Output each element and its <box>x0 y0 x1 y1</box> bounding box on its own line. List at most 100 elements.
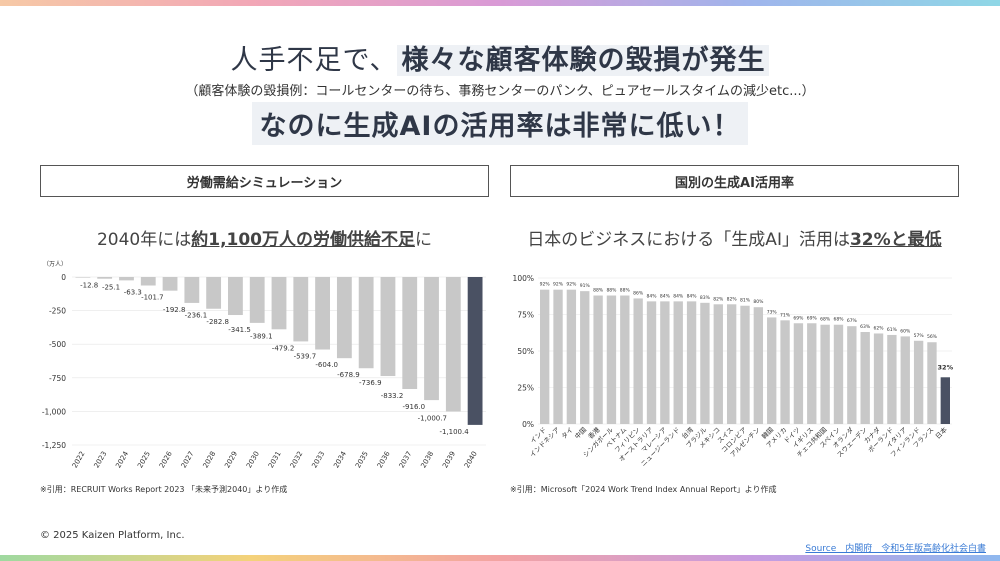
right-data-label: 80% <box>753 299 764 305</box>
right-data-label: 91% <box>580 283 591 289</box>
left-data-label: -479.2 <box>272 344 295 352</box>
right-heading-prefix: 日本のビジネスにおける「生成AI」活用は <box>527 230 850 250</box>
left-bar <box>271 277 287 330</box>
right-data-label: 57% <box>914 333 925 339</box>
left-ytick-label: -250 <box>49 307 66 316</box>
right-data-label: 71% <box>780 312 791 318</box>
right-bar <box>807 323 817 424</box>
left-xtick-label: 2033 <box>310 450 326 469</box>
right-data-label: 86% <box>633 290 644 296</box>
right-data-label: 56% <box>927 334 938 340</box>
left-xtick-label: 2027 <box>180 450 196 469</box>
right-data-label: 88% <box>593 288 604 294</box>
right-bar <box>700 302 710 424</box>
right-data-label: 73% <box>767 309 778 315</box>
left-xtick-label: 2030 <box>245 450 261 469</box>
left-xtick-label: 2023 <box>93 450 109 469</box>
left-xtick-label: 2029 <box>223 450 239 469</box>
left-data-label: -282.8 <box>206 318 229 326</box>
left-ytick-label: -1,000 <box>42 407 66 416</box>
right-bar <box>540 289 550 424</box>
right-data-label: 84% <box>660 293 671 299</box>
right-data-label: 92% <box>566 282 577 288</box>
left-data-label: -101.7 <box>141 294 164 302</box>
right-bar <box>873 333 884 424</box>
right-bar <box>900 336 910 424</box>
right-bar <box>740 305 750 424</box>
left-data-label: -12.8 <box>80 282 98 290</box>
copyright-text: © 2025 Kaizen Platform, Inc. <box>40 530 185 541</box>
left-bar <box>402 277 418 389</box>
right-bar <box>887 334 897 424</box>
left-xtick-label: 2025 <box>136 450 152 469</box>
left-heading-emphasis: 約1,100万人の労働供給不足 <box>191 230 416 250</box>
right-bar <box>726 304 737 424</box>
left-xtick-label: 2031 <box>267 450 283 469</box>
right-data-label: 92% <box>553 282 564 288</box>
right-data-label: 69% <box>807 315 818 321</box>
left-bar <box>162 277 178 291</box>
right-ytick-label: 0% <box>522 420 534 429</box>
left-ytick-label: -750 <box>49 374 66 383</box>
genai-usage-chart: 0%25%50%75%100%92%インド92%インドネシア92%タイ91%中国… <box>513 274 954 468</box>
left-data-label: -604.0 <box>315 361 338 369</box>
right-xtick-label: タイ <box>559 425 575 441</box>
right-bar <box>633 298 643 424</box>
left-bar <box>445 277 461 412</box>
left-citation-note: ※引用：RECRUIT Works Report 2023 「未来予測2040」… <box>40 485 288 494</box>
right-heading-emphasis: 32%と最低 <box>849 230 942 250</box>
left-data-label: -678.9 <box>337 371 360 379</box>
left-panel-header: 労働需給シミュレーション <box>40 165 489 197</box>
right-bar <box>580 291 590 424</box>
title-secondary-text: なのに生成AIの活用率は非常に低い！ <box>251 102 749 145</box>
right-data-label: 63% <box>860 324 871 330</box>
right-bar <box>927 342 937 424</box>
left-bar <box>315 277 330 350</box>
right-data-label: 84% <box>687 293 698 299</box>
left-unit-label: （万人） <box>43 261 67 268</box>
left-xtick-label: 2039 <box>441 450 457 469</box>
page-title-secondary: なのに生成AIの活用率は非常に低い！ <box>0 102 1000 145</box>
right-bar <box>686 301 697 424</box>
labor-shortage-chart: （万人） 0 -250 -500 -750 -1,000 -1,250 2022 -12.8 20… <box>42 261 486 470</box>
page-title: 人手不足で、 様々な顧客体験の毀損が発生 <box>0 38 1000 77</box>
right-bar <box>673 301 683 424</box>
left-xtick-label: 2035 <box>354 450 370 469</box>
right-bar <box>620 295 630 424</box>
right-ytick-label: 50% <box>517 347 534 356</box>
left-xtick-label: 2024 <box>114 450 130 470</box>
left-xtick-label: 2034 <box>332 450 348 470</box>
right-data-label: 68% <box>820 317 831 323</box>
left-data-label: -736.9 <box>359 379 382 387</box>
left-bar <box>206 277 222 309</box>
left-heading-suffix: に <box>415 230 433 250</box>
left-bar <box>97 277 113 279</box>
left-bar <box>184 277 200 303</box>
right-data-label: 67% <box>847 318 858 324</box>
left-data-label: -833.2 <box>381 392 404 400</box>
left-ytick-label: -1,250 <box>42 441 66 450</box>
right-xtick-label: 日本 <box>933 425 949 441</box>
left-xtick-label: 2036 <box>376 450 392 470</box>
left-data-label: -389.1 <box>250 332 273 340</box>
right-xtick-label: 中国 <box>573 425 589 441</box>
bottom-gradient-bar <box>0 555 1000 561</box>
left-xtick-label: 2028 <box>202 450 218 469</box>
right-bar <box>753 307 764 424</box>
right-citation-note: ※引用：Microsoft「2024 Work Trend Index Annu… <box>510 485 777 494</box>
right-data-label: 88% <box>620 288 631 294</box>
left-data-label: -1,000.7 <box>418 414 447 422</box>
left-ytick-label: 0 <box>61 273 66 282</box>
right-bar <box>566 289 577 424</box>
source-link[interactable]: Source 内閣府 令和5年版高齢化社会白書 <box>805 544 986 554</box>
left-data-label: -1,100.4 <box>439 428 469 436</box>
right-data-label: 61% <box>887 327 898 333</box>
right-ytick-label: 75% <box>517 311 534 320</box>
right-data-label: 81% <box>740 298 751 304</box>
right-data-label: 60% <box>900 328 911 334</box>
right-bar <box>793 323 804 424</box>
right-bar <box>820 324 830 424</box>
left-data-label: -916.0 <box>403 403 426 411</box>
left-data-label: -63.3 <box>124 289 142 297</box>
page-subtitle: （顧客体験の毀損例：コールセンターの待ち、事務センターのパンク、ピュアセールスタ… <box>185 84 815 99</box>
